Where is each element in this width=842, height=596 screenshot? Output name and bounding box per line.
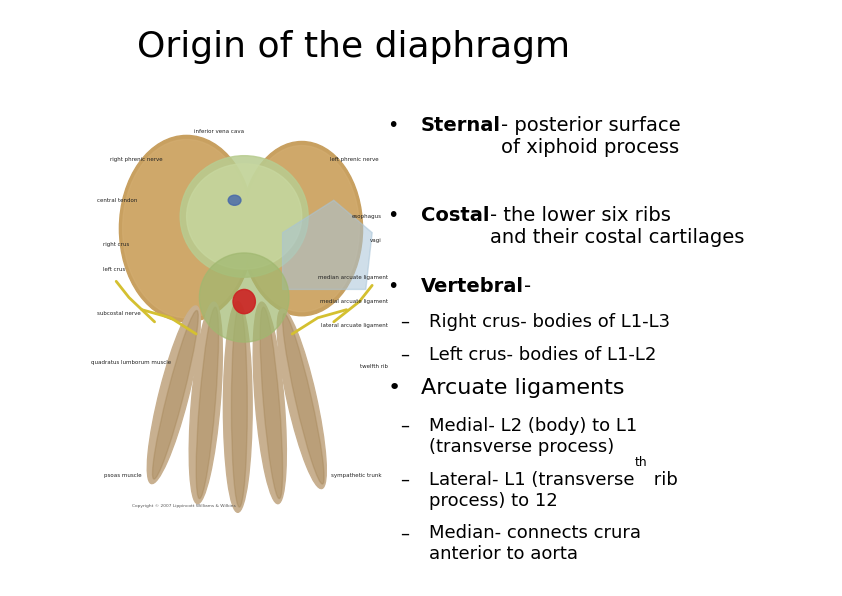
Ellipse shape [187, 164, 301, 269]
Text: - posterior surface
of xiphoid process: - posterior surface of xiphoid process [501, 116, 680, 157]
Text: –: – [400, 346, 409, 364]
Text: median arcuate ligament: median arcuate ligament [318, 275, 388, 280]
Text: Lateral- L1 (transverse
process) to 12: Lateral- L1 (transverse process) to 12 [429, 471, 635, 510]
Text: right crus: right crus [104, 243, 130, 247]
Polygon shape [283, 200, 372, 290]
Ellipse shape [180, 156, 308, 277]
Text: Sternal: Sternal [421, 116, 501, 135]
Text: central tendon: central tendon [97, 198, 137, 203]
Ellipse shape [223, 302, 253, 513]
Ellipse shape [228, 195, 241, 205]
Text: •: • [387, 277, 399, 296]
Text: –: – [400, 313, 409, 331]
Text: vagi: vagi [370, 238, 381, 243]
Text: -: - [524, 277, 531, 296]
Ellipse shape [123, 139, 251, 318]
Text: Costal: Costal [421, 206, 489, 225]
Ellipse shape [189, 302, 222, 504]
Text: Arcuate ligaments: Arcuate ligaments [421, 378, 625, 399]
Text: Median- connects crura
anterior to aorta: Median- connects crura anterior to aorta [429, 524, 642, 563]
Ellipse shape [200, 253, 289, 342]
Ellipse shape [120, 135, 253, 322]
Text: twelfth rib: twelfth rib [360, 364, 388, 369]
Text: •: • [387, 378, 401, 399]
Text: –: – [400, 417, 409, 435]
Text: quadratus lumborum muscle: quadratus lumborum muscle [91, 360, 171, 365]
Text: rib: rib [647, 471, 678, 489]
Text: medial arcuate ligament: medial arcuate ligament [320, 299, 388, 304]
Ellipse shape [244, 145, 360, 312]
Ellipse shape [241, 141, 363, 316]
Text: Copyright © 2007 Lippincott Williams & Wilkins: Copyright © 2007 Lippincott Williams & W… [132, 504, 236, 508]
Ellipse shape [260, 307, 283, 499]
Text: lateral arcuate ligament: lateral arcuate ligament [322, 324, 388, 328]
Text: •: • [387, 206, 399, 225]
Text: - the lower six ribs
and their costal cartilages: - the lower six ribs and their costal ca… [489, 206, 743, 247]
Ellipse shape [196, 307, 219, 499]
Text: left crus: left crus [104, 266, 125, 272]
Text: right phrenic nerve: right phrenic nerve [109, 157, 163, 162]
Ellipse shape [232, 307, 248, 507]
Text: Medial- L2 (body) to L1
(transverse process): Medial- L2 (body) to L1 (transverse proc… [429, 417, 637, 456]
Ellipse shape [152, 311, 198, 479]
Text: left phrenic nerve: left phrenic nerve [330, 157, 379, 162]
Text: inferior vena cava: inferior vena cava [194, 129, 243, 134]
Ellipse shape [147, 306, 200, 483]
Text: Left crus- bodies of L1-L2: Left crus- bodies of L1-L2 [429, 346, 657, 364]
Text: Vertebral: Vertebral [421, 277, 524, 296]
Text: Right crus- bodies of L1-L3: Right crus- bodies of L1-L3 [429, 313, 670, 331]
Text: –: – [400, 471, 409, 489]
Text: sympathetic trunk: sympathetic trunk [331, 473, 381, 479]
Text: subcostal nerve: subcostal nerve [97, 311, 141, 316]
Text: psoas muscle: psoas muscle [104, 473, 141, 479]
Ellipse shape [233, 290, 255, 313]
Text: Origin of the diaphragm: Origin of the diaphragm [137, 30, 570, 64]
Text: th: th [635, 456, 647, 469]
Text: –: – [400, 524, 409, 542]
Ellipse shape [277, 309, 327, 489]
Text: •: • [387, 116, 399, 135]
Ellipse shape [253, 302, 286, 504]
Ellipse shape [283, 313, 324, 484]
Text: esophagus: esophagus [352, 214, 381, 219]
